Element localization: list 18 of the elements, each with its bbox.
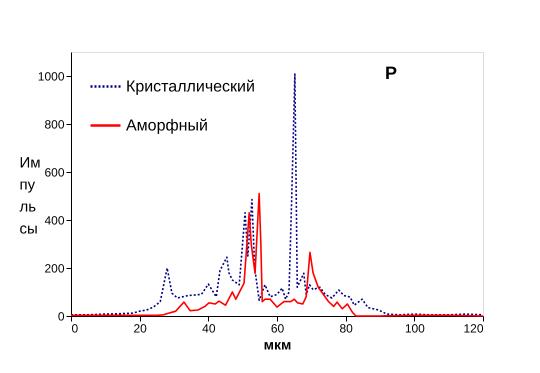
y-tick-label: 800 <box>44 118 65 132</box>
x-tick-label: 40 <box>202 322 216 336</box>
x-tick-label: 0 <box>72 322 78 336</box>
y-tick-label: 0 <box>58 310 65 324</box>
legend-label: Аморфный <box>126 118 208 134</box>
y-axis-title: Импульсы <box>20 154 41 238</box>
x-tick-label: 60 <box>270 322 284 336</box>
x-tick-label: 80 <box>339 322 354 336</box>
y-tick-label: 400 <box>44 214 65 228</box>
annotation: P <box>384 63 398 83</box>
x-axis-title: мкм <box>264 336 292 352</box>
legend-label: Кристаллический <box>126 78 255 96</box>
y-tick-label: 600 <box>44 166 65 180</box>
y-tick-label: 1000 <box>38 70 65 84</box>
y-tick-label: 200 <box>44 262 65 276</box>
x-tick-label: 20 <box>133 322 148 336</box>
x-tick-label: 120 <box>463 322 484 336</box>
x-tick-label: 100 <box>404 322 426 336</box>
